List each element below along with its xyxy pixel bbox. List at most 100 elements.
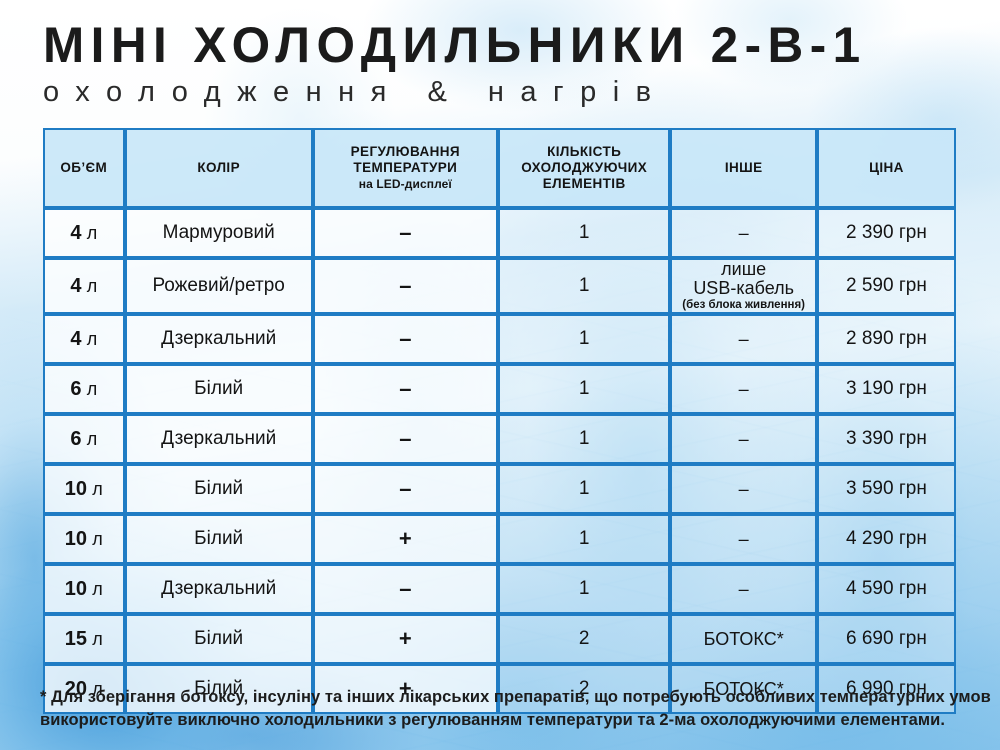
- cell-other: –: [670, 564, 817, 614]
- footnote-line-2: використовуйте виключно холодильники з р…: [40, 711, 945, 729]
- volume-number: 4: [70, 274, 82, 297]
- cell-other: лише USB-кабель (без блока живлення): [670, 258, 817, 314]
- cell-other: –: [670, 314, 817, 364]
- cell-price: 4 590 грн: [816, 564, 956, 614]
- volume-unit: л: [92, 478, 103, 499]
- table-row: 10 л Білий –1–3 590 грн: [43, 464, 956, 514]
- cell-cooling-units: 1: [497, 258, 671, 314]
- table-header: ОБ’ЄМ КОЛІР РЕГУЛЮВАННЯ ТЕМПЕРАТУРИ на L…: [43, 128, 956, 208]
- cell-volume: 6 л: [43, 414, 125, 464]
- cell-temperature-control: +: [312, 614, 498, 664]
- cell-price: 3 190 грн: [816, 364, 956, 414]
- volume-number: 6: [70, 427, 82, 450]
- cell-color: Дзеркальний: [124, 314, 313, 364]
- page-subtitle: охолодження & нагрів: [43, 76, 668, 108]
- column-header-temperature-sub: на LED-дисплеї: [315, 176, 496, 192]
- cell-volume: 10 л: [43, 564, 125, 614]
- cell-price: 3 590 грн: [816, 464, 956, 514]
- cell-temperature-control: –: [312, 314, 498, 364]
- volume-number: 4: [70, 221, 82, 244]
- cell-cooling-units: 1: [497, 364, 671, 414]
- cell-cooling-units: 1: [497, 564, 671, 614]
- cell-temperature-control: –: [312, 258, 498, 314]
- column-header-price: ЦІНА: [816, 128, 956, 208]
- table-row: 20 л Білий +2 БОТОКС* 6 990 грн: [43, 664, 956, 714]
- cell-temperature-control: +: [312, 514, 498, 564]
- cell-cooling-units: 2: [497, 664, 671, 714]
- sub-suffix: -дисплеї: [400, 177, 452, 191]
- cell-cooling-units: 1: [497, 414, 671, 464]
- cell-volume: 20 л: [43, 664, 125, 714]
- volume-unit: л: [92, 528, 103, 549]
- table-row: 15 л Білий +2 БОТОКС* 6 690 грн: [43, 614, 956, 664]
- column-header-volume: ОБ’ЄМ: [43, 128, 125, 208]
- cell-color: Білий: [124, 514, 313, 564]
- cell-volume: 4 л: [43, 208, 125, 258]
- cell-price: 2 890 грн: [816, 314, 956, 364]
- cell-color: Дзеркальний: [124, 414, 313, 464]
- poster-header: МІНІ ХОЛОДИЛЬНИКИ 2-В-1 охолодження & на…: [43, 18, 958, 110]
- cell-color: Рожевий/ретро: [124, 258, 313, 314]
- sub-led: LED: [376, 177, 401, 191]
- cell-volume: 6 л: [43, 364, 125, 414]
- table-row: 4 л Дзеркальний –1–2 890 грн: [43, 314, 956, 364]
- cell-volume: 15 л: [43, 614, 125, 664]
- table-row: 10 л Дзеркальний –1–4 590 грн: [43, 564, 956, 614]
- table-row: 4 л Рожевий/ретро –1 лише USB-кабель (без бло…: [43, 258, 956, 314]
- product-price-table: ОБ’ЄМ КОЛІР РЕГУЛЮВАННЯ ТЕМПЕРАТУРИ на L…: [43, 128, 956, 714]
- cell-other: –: [670, 464, 817, 514]
- volume-unit: л: [86, 428, 98, 449]
- cell-color: Дзеркальний: [124, 564, 313, 614]
- cell-cooling-units: 2: [497, 614, 671, 664]
- cell-cooling-units: 1: [497, 208, 671, 258]
- sub-prefix: на: [358, 177, 377, 191]
- cell-volume: 10 л: [43, 514, 125, 564]
- volume-number: 10: [64, 577, 87, 600]
- volume-number: 10: [64, 477, 87, 500]
- table-header-row: ОБ’ЄМ КОЛІР РЕГУЛЮВАННЯ ТЕМПЕРАТУРИ на L…: [43, 128, 956, 208]
- cell-price: 3 390 грн: [816, 414, 956, 464]
- cell-other-text: лише USB-кабель (без блока живлення): [672, 260, 814, 312]
- column-header-color: КОЛІР: [124, 128, 313, 208]
- cell-temperature-control: –: [312, 464, 498, 514]
- cell-other-note: (без блока живлення): [682, 299, 806, 311]
- cell-other: –: [670, 414, 817, 464]
- volume-unit: л: [86, 222, 98, 243]
- cell-other: БОТОКС*: [670, 664, 817, 714]
- cell-color: Мармуровий: [124, 208, 313, 258]
- volume-number: 15: [64, 627, 87, 650]
- column-header-cooling-units: КІЛЬКІСТЬ ОХОЛОДЖУЮЧИХ ЕЛЕМЕНТІВ: [497, 128, 671, 208]
- volume-unit: л: [92, 678, 103, 699]
- footnote: * Для зберігання ботоксу, інсуліну та ін…: [40, 686, 991, 732]
- footnote-line-1: * Для зберігання ботоксу, інсуліну та ін…: [40, 688, 991, 706]
- volume-unit: л: [86, 378, 98, 399]
- cell-temperature-control: –: [312, 364, 498, 414]
- cell-color: Білий: [124, 464, 313, 514]
- cell-temperature-control: +: [312, 664, 498, 714]
- cell-volume: 10 л: [43, 464, 125, 514]
- volume-number: 20: [64, 677, 87, 700]
- cell-other: –: [670, 208, 817, 258]
- volume-unit: л: [92, 578, 103, 599]
- column-header-temperature: РЕГУЛЮВАННЯ ТЕМПЕРАТУРИ на LED-дисплеї: [312, 128, 498, 208]
- table-row: 6 л Дзеркальний –1–3 390 грн: [43, 414, 956, 464]
- table-row: 4 л Мармуровий –1–2 390 грн: [43, 208, 956, 258]
- cell-cooling-units: 1: [497, 464, 671, 514]
- cell-temperature-control: –: [312, 414, 498, 464]
- column-header-other: ІНШЕ: [670, 128, 817, 208]
- cell-price: 2 390 грн: [816, 208, 956, 258]
- volume-unit: л: [86, 328, 98, 349]
- table-row: 10 л Білий +1–4 290 грн: [43, 514, 956, 564]
- cell-color: Білий: [124, 364, 313, 414]
- cell-other: –: [670, 514, 817, 564]
- cell-price: 6 990 грн: [816, 664, 956, 714]
- cell-color: Білий: [124, 614, 313, 664]
- volume-number: 10: [64, 527, 87, 550]
- cell-color: Білий: [124, 664, 313, 714]
- volume-unit: л: [86, 275, 98, 296]
- cell-temperature-control: –: [312, 564, 498, 614]
- cell-price: 2 590 грн: [816, 258, 956, 314]
- cell-cooling-units: 1: [497, 314, 671, 364]
- cell-price: 6 690 грн: [816, 614, 956, 664]
